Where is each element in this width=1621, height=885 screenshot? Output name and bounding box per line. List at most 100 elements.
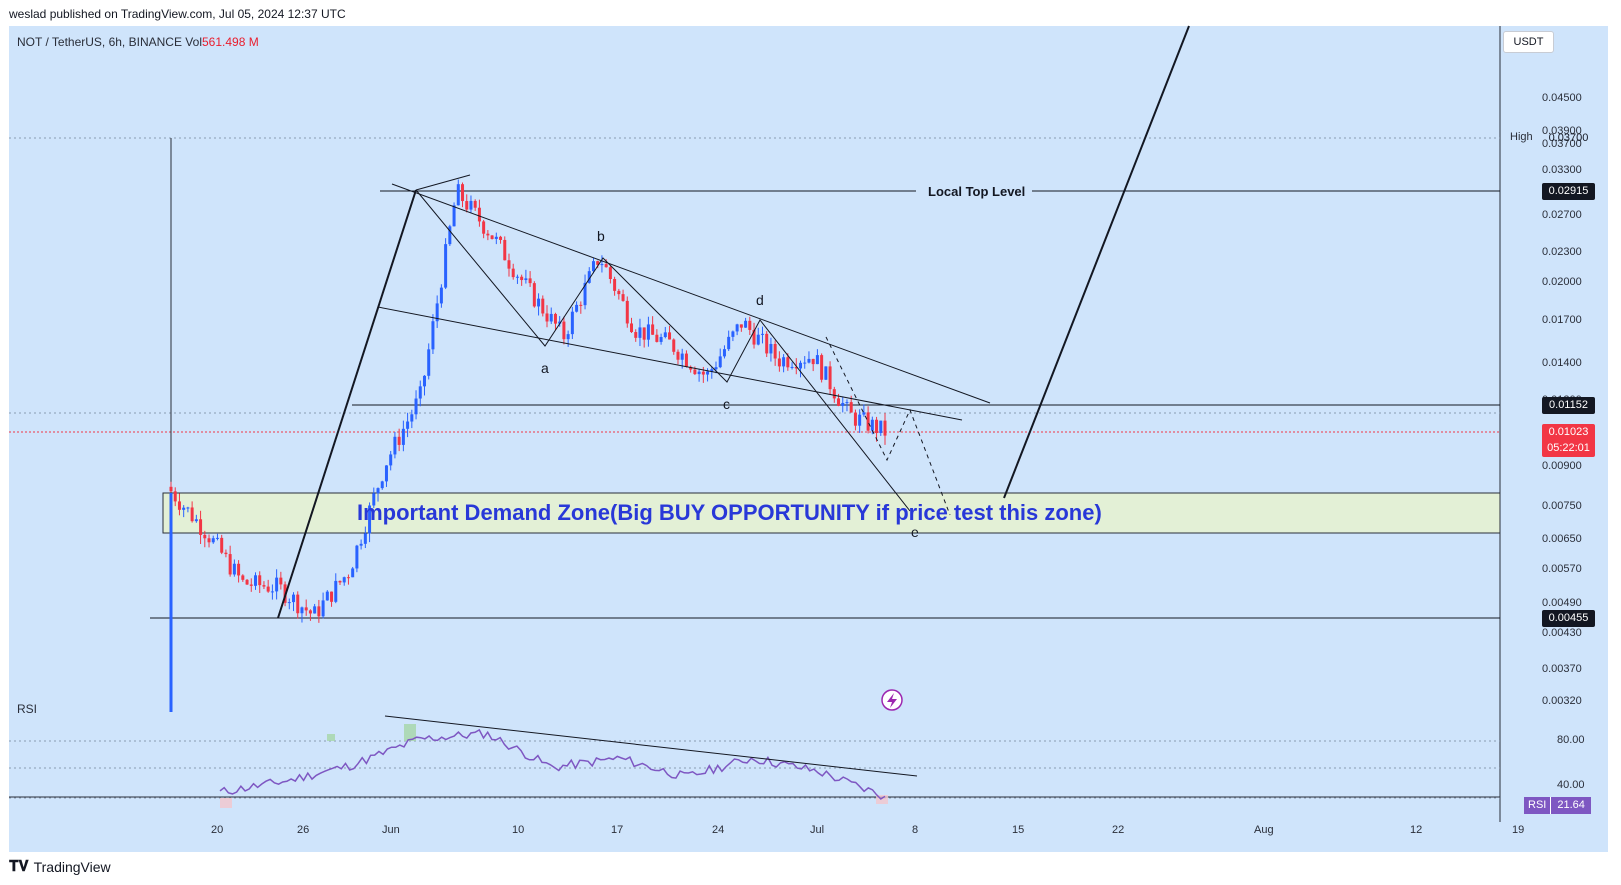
support-price-tag: 0.00455 xyxy=(1542,610,1595,627)
candlestick-series xyxy=(169,179,887,712)
publisher-header: weslad published on TradingView.com, Jul… xyxy=(9,7,346,21)
candle-body xyxy=(545,313,549,322)
candle-body xyxy=(549,313,553,322)
candle-body xyxy=(477,207,481,222)
symbol-legend[interactable]: NOT / TetherUS, 6h, BINANCE Vol561.498 M xyxy=(17,35,259,49)
candle-body xyxy=(173,491,177,502)
candle-body xyxy=(621,294,625,301)
demand-zone-box[interactable] xyxy=(162,492,1501,534)
wave-b-label: b xyxy=(597,228,605,244)
candle-body xyxy=(849,402,853,413)
symbol-title: NOT / TetherUS, 6h, BINANCE xyxy=(17,35,182,49)
tradingview-footer[interactable]: 𝐓𝐕 TradingView xyxy=(9,858,111,875)
time-tick: 19 xyxy=(1512,824,1525,836)
candle-body xyxy=(596,261,600,265)
candle-body xyxy=(241,575,245,580)
local-top-price-tag: 0.02915 xyxy=(1542,183,1595,200)
local-top-level-label: Local Top Level xyxy=(928,184,1025,199)
price-tick: 0.00570 xyxy=(1542,563,1582,575)
candle-body xyxy=(499,236,503,240)
candle-body xyxy=(845,402,849,404)
currency-selector[interactable]: USDT xyxy=(1503,31,1554,53)
candle-body xyxy=(600,264,604,266)
candle-body xyxy=(372,493,376,506)
candle-body xyxy=(363,533,367,544)
wave-e-label: e xyxy=(911,524,919,540)
candle-body xyxy=(562,321,566,340)
price-tick: 0.03900 xyxy=(1542,125,1582,137)
candle-body xyxy=(473,200,477,208)
candle-body xyxy=(270,591,274,593)
impulse-drawings[interactable] xyxy=(277,25,1190,619)
time-tick: 26 xyxy=(297,824,310,836)
candle-body xyxy=(765,333,769,354)
rsi-divergence-line[interactable] xyxy=(384,715,918,777)
time-tick: 8 xyxy=(912,824,919,836)
price-tick: 0.02700 xyxy=(1542,209,1582,221)
candle-body xyxy=(262,585,266,587)
candle-body xyxy=(528,278,532,284)
candle-body xyxy=(668,332,672,340)
candle-body xyxy=(537,298,541,307)
projection-path[interactable] xyxy=(825,336,951,516)
candle-body xyxy=(351,568,355,578)
volume-label: Vol xyxy=(185,35,202,49)
candle-body xyxy=(503,239,507,261)
price-tick: 0.03300 xyxy=(1542,164,1582,176)
rsi-tick: 80.00 xyxy=(1557,734,1585,746)
candle-body xyxy=(249,584,253,586)
triangle-upper-line xyxy=(391,183,991,404)
candle-body xyxy=(870,419,874,431)
time-tick: 20 xyxy=(211,824,224,836)
candle-body xyxy=(414,398,418,415)
time-tick: Jul xyxy=(810,824,825,836)
candle-body xyxy=(558,321,562,324)
candle-body xyxy=(651,324,655,335)
candle-body xyxy=(832,389,836,399)
wave-start-line xyxy=(415,174,471,191)
candle-body xyxy=(325,591,329,601)
candle-body xyxy=(444,244,448,288)
candle-body xyxy=(638,327,642,338)
candle-body xyxy=(714,367,718,370)
candle-body xyxy=(452,205,456,227)
candle-body xyxy=(393,436,397,455)
candle-body xyxy=(613,278,617,291)
candle-body xyxy=(177,501,181,510)
wave-c-label: c xyxy=(723,396,730,412)
lightning-icon[interactable] xyxy=(881,689,903,711)
candle-body xyxy=(275,577,279,592)
candle-body xyxy=(659,337,663,342)
candle-body xyxy=(722,349,726,357)
candle-body xyxy=(727,336,731,350)
candle-body xyxy=(427,349,431,376)
candle-body xyxy=(384,465,388,482)
rsi-tick: 40.00 xyxy=(1557,779,1585,791)
candle-body xyxy=(566,334,570,340)
rsi-oversold-fill xyxy=(220,798,232,808)
candle-body xyxy=(739,324,743,328)
candle-body xyxy=(300,607,304,614)
bar-countdown-tag: 05:22:01 xyxy=(1542,440,1595,457)
candle-body xyxy=(646,324,650,340)
candle-body xyxy=(583,282,587,306)
candle-body xyxy=(486,233,490,236)
price-tick: 0.00430 xyxy=(1542,627,1582,639)
rsi-pane-label[interactable]: RSI xyxy=(17,702,38,716)
candle-body xyxy=(803,362,807,364)
candle-body xyxy=(655,334,659,342)
candle-body xyxy=(883,420,887,436)
time-tick: 24 xyxy=(712,824,725,836)
candle-body xyxy=(824,366,828,380)
candle-body xyxy=(630,323,634,333)
candle-body xyxy=(689,366,693,370)
candle-body xyxy=(866,412,870,431)
wave-labels: a b c d e xyxy=(541,228,919,540)
triangle-pattern[interactable] xyxy=(377,174,991,512)
candle-body xyxy=(469,200,473,210)
candle-body xyxy=(287,602,291,604)
candle-body xyxy=(875,419,879,434)
candle-body xyxy=(680,353,684,360)
candle-body xyxy=(807,358,811,363)
